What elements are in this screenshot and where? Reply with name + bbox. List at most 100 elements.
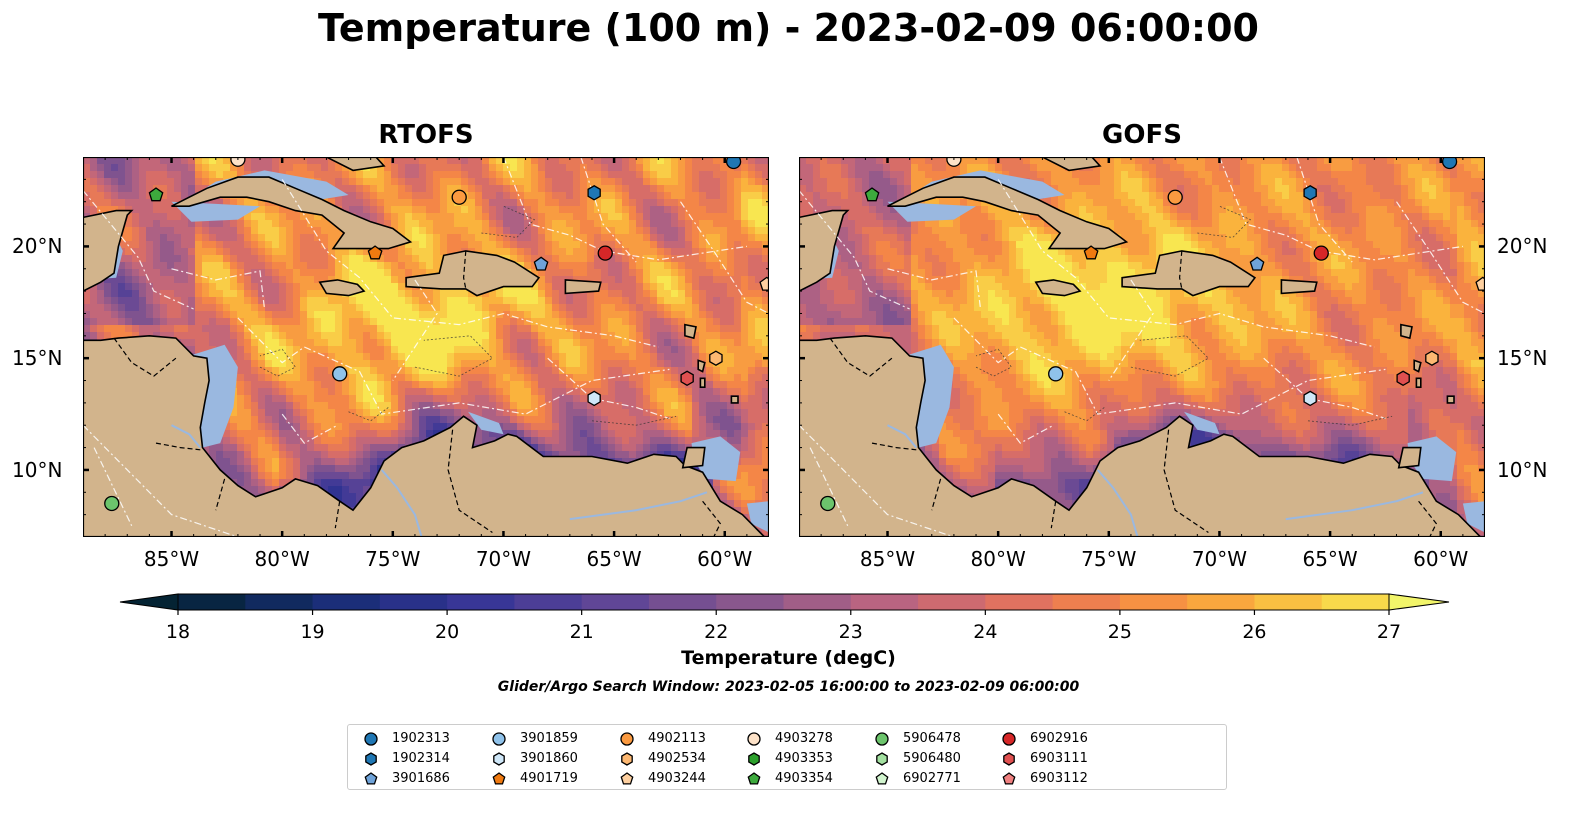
rtofs-map-panel (82, 156, 770, 538)
legend-entry-label: 5906478 (903, 731, 961, 746)
legend-entry-label: 1902313 (392, 731, 450, 746)
lon-tick-label: 75°W (1081, 547, 1137, 571)
pentagon-marker-icon (492, 772, 506, 785)
figure-title: Temperature (100 m) - 2023-02-09 06:00:0… (317, 6, 1259, 50)
float-marker-4902113 (451, 189, 467, 205)
eez-boundary (580, 157, 637, 263)
gofs-map-panel (798, 156, 1486, 538)
float-marker-3901859 (332, 366, 348, 382)
float-marker-4903244 (759, 276, 769, 291)
colorbar-tick-label: 18 (166, 621, 190, 643)
legend-entry-label: 6902916 (1030, 731, 1088, 746)
landmass (699, 377, 706, 388)
float-marker-3901860 (1303, 390, 1317, 407)
hexagon-marker-icon (748, 752, 760, 766)
landmass (681, 446, 706, 469)
colorbar-segment (178, 594, 246, 610)
colorbar-segment (985, 594, 1054, 610)
lat-tick-label: 15°N (12, 346, 63, 371)
float-marker-6902916 (1313, 245, 1329, 261)
eez-boundary (83, 424, 239, 537)
float-marker-6903111 (680, 370, 694, 387)
colorbar-tick-label: 23 (839, 621, 863, 643)
shallow-shelf (1184, 411, 1220, 435)
legend-entry-label: 4903354 (775, 771, 833, 786)
lon-tick-label: 85°W (143, 547, 200, 571)
landmass (697, 359, 706, 373)
lon-tick-label: 80°W (970, 547, 1026, 571)
colorbar-segment (1321, 594, 1390, 610)
legend-entry-label: 4903244 (648, 771, 706, 786)
country-border (215, 478, 226, 511)
colorbar-segment (918, 594, 986, 610)
landmass (171, 176, 413, 250)
hexagon-marker-icon (365, 752, 377, 766)
eez-boundary (281, 413, 338, 444)
eez-boundary (997, 179, 1375, 348)
colorbar-extend-low (119, 593, 179, 611)
colorbar-segment (581, 594, 650, 610)
colorbar-tick-label: 20 (435, 621, 459, 643)
country-border (931, 478, 942, 511)
country-border (334, 501, 341, 529)
depth-contour (259, 348, 297, 377)
lon-tick-label: 70°W (475, 547, 532, 571)
country-border (1163, 429, 1209, 533)
circle-marker-icon (747, 732, 761, 746)
landmass (1415, 377, 1422, 388)
colorbar-tick-label: 19 (300, 621, 324, 643)
lat-tick-label: 20°N (12, 234, 63, 259)
map-frame (798, 156, 1486, 538)
shallow-shelf (746, 501, 769, 533)
colorbar-tick-label: 22 (704, 621, 728, 643)
pentagon-marker-icon (1002, 772, 1016, 785)
legend-entry-label: 3901686 (392, 771, 450, 786)
float-marker-5906478 (820, 495, 836, 512)
colorbar-segment (1187, 594, 1255, 610)
lon-tick-label: 80°W (254, 547, 310, 571)
float-marker-4902113 (1167, 189, 1183, 205)
depth-contour (481, 205, 536, 238)
circle-marker-icon (620, 732, 634, 746)
circle-marker-icon (364, 732, 378, 746)
circle-marker-icon (875, 732, 889, 746)
colorbar-segment (447, 594, 515, 610)
hexagon-marker-icon (1003, 752, 1015, 766)
float-marker-4902534 (1425, 350, 1439, 366)
river (1285, 491, 1424, 521)
country-border (702, 500, 722, 537)
country-border (1418, 500, 1438, 537)
legend-entry-label: 6903111 (1030, 751, 1088, 766)
colorbar-extend-high (1388, 593, 1450, 611)
eez-boundary (83, 190, 194, 310)
legend-entry-label: 4902113 (648, 731, 706, 746)
colorbar-segment (1254, 594, 1323, 610)
country-border (155, 442, 201, 451)
landmass (887, 176, 1129, 250)
depth-contour (1197, 205, 1252, 238)
landmass (318, 279, 366, 297)
country-border (871, 442, 917, 451)
eez-boundary (953, 317, 1386, 415)
lon-tick-label: 85°W (859, 547, 916, 571)
float-marker-6903111 (1396, 370, 1410, 387)
colorbar-segment (514, 594, 583, 610)
colorbar-segment (1052, 594, 1121, 610)
hexagon-marker-icon (493, 752, 505, 766)
landmass (1041, 157, 1102, 172)
eez-boundary (237, 317, 670, 415)
float-marker-1902314 (587, 185, 601, 201)
lat-tick-label: 10°N (12, 457, 63, 482)
float-marker-6902916 (597, 245, 613, 261)
eez-boundary (392, 279, 438, 381)
map-frame (82, 156, 770, 538)
legend-entry-label: 5906480 (903, 751, 961, 766)
lat-tick-label: 15°N (1497, 346, 1548, 371)
river (380, 469, 423, 537)
lon-tick-label: 60°W (697, 547, 753, 571)
colorbar-tick-label: 26 (1242, 621, 1266, 643)
eez-boundary (887, 268, 982, 310)
circle-marker-icon (492, 732, 506, 746)
eez-boundary (547, 357, 670, 420)
landmass (1034, 279, 1082, 297)
